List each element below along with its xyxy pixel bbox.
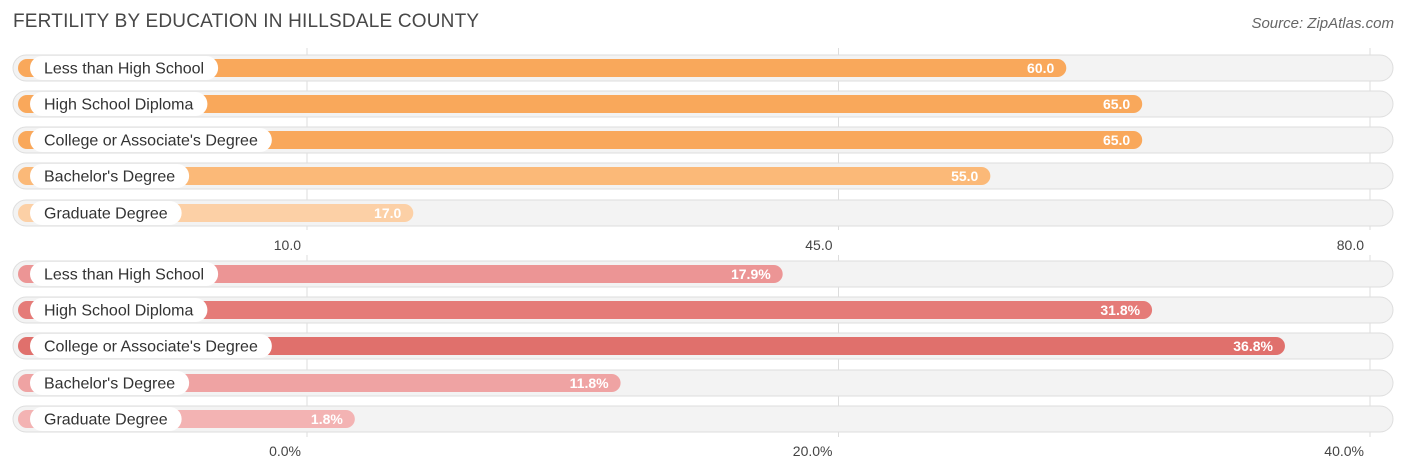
value-label: 36.8%	[1233, 338, 1273, 354]
category-label: College or Associate's Degree	[44, 339, 258, 356]
tick-label: 40.0%	[1324, 443, 1364, 459]
tick-label: 0.0%	[269, 443, 301, 459]
category-label: Graduate Degree	[44, 412, 168, 429]
bar	[18, 95, 1143, 113]
category-label: Graduate Degree	[44, 206, 168, 223]
category-label: Less than High School	[44, 61, 204, 78]
category-label: Bachelor's Degree	[44, 376, 175, 393]
value-label: 17.0	[374, 205, 401, 221]
chart-title: FERTILITY BY EDUCATION IN HILLSDALE COUN…	[13, 11, 480, 32]
value-label: 55.0	[951, 168, 978, 184]
tick-label: 10.0	[274, 237, 301, 253]
chart-panel-1: Less than High School 60.0 High School Dip…	[12, 48, 1394, 253]
bar	[18, 301, 1153, 319]
value-label: 65.0	[1103, 132, 1130, 148]
category-label: College or Associate's Degree	[44, 133, 258, 150]
category-label-bg	[30, 56, 219, 80]
category-label-bg	[30, 92, 208, 116]
bar	[18, 167, 991, 185]
bar	[18, 337, 1285, 355]
category-label-bg	[30, 334, 272, 358]
category-label-bg	[30, 262, 219, 286]
value-label: 60.0	[1027, 60, 1054, 76]
value-label: 31.8%	[1100, 302, 1140, 318]
category-label-bg	[30, 128, 272, 152]
value-label: 1.8%	[311, 411, 343, 427]
value-label: 65.0	[1103, 96, 1130, 112]
category-label: High School Diploma	[44, 97, 194, 114]
bar-track	[12, 405, 1394, 433]
category-label: High School Diploma	[44, 303, 194, 320]
category-label: Bachelor's Degree	[44, 169, 175, 186]
source-label: Source: ZipAtlas.com	[1251, 15, 1394, 32]
chart-panel-2: Less than High School 17.9% High School Di…	[12, 255, 1394, 459]
category-label-bg	[30, 201, 182, 225]
tick-label: 80.0	[1337, 237, 1364, 253]
bar	[18, 131, 1143, 149]
category-label-bg	[30, 164, 190, 188]
category-label: Less than High School	[44, 267, 204, 284]
category-label-bg	[30, 298, 208, 322]
tick-label: 45.0	[805, 237, 832, 253]
category-label-bg	[30, 407, 182, 431]
value-label: 17.9%	[731, 266, 771, 282]
bar	[18, 59, 1067, 77]
tick-label: 20.0%	[793, 443, 833, 459]
value-label: 11.8%	[570, 375, 609, 391]
category-label-bg	[30, 371, 190, 395]
